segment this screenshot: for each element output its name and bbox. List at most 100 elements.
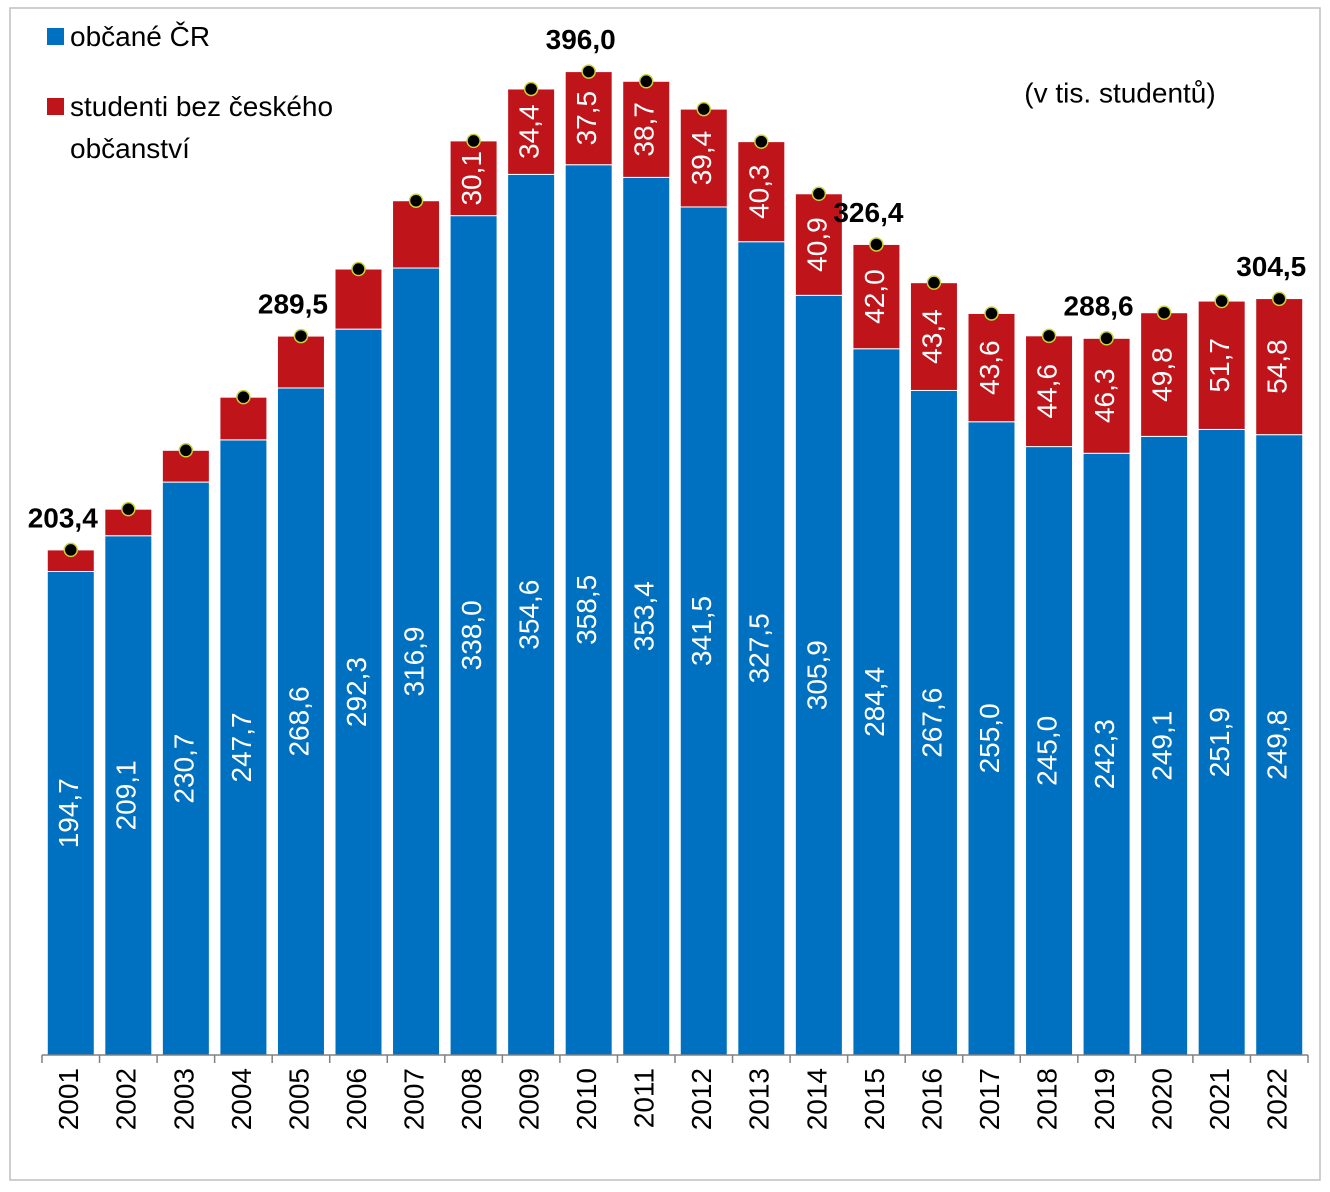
x-tick-label: 2004 <box>226 1068 257 1130</box>
legend-label: studenti bez českého občanství <box>70 91 334 164</box>
bar-segment <box>679 108 728 208</box>
bar-segment <box>967 421 1016 1056</box>
value-label: 40,3 <box>744 164 775 219</box>
bar-segment <box>564 71 613 166</box>
value-label: 338,0 <box>456 600 487 670</box>
value-label: 251,9 <box>1204 707 1235 777</box>
value-label: 268,6 <box>283 686 314 756</box>
value-label: 49,8 <box>1147 347 1178 402</box>
bar-segment <box>622 80 671 178</box>
value-label: 38,7 <box>629 102 660 157</box>
total-marker <box>754 134 769 149</box>
total-marker <box>581 64 596 79</box>
bar-segment <box>1255 434 1304 1056</box>
annotation: (v tis. studentů) <box>1024 77 1215 108</box>
value-label: 39,4 <box>686 131 717 186</box>
legend-swatch <box>47 98 64 115</box>
total-marker <box>869 237 884 252</box>
bar-segment <box>794 294 843 1056</box>
value-label: 42,0 <box>859 269 890 324</box>
total-label: 203,4 <box>28 502 98 533</box>
bar-segment <box>161 481 210 1056</box>
value-label: 43,4 <box>916 309 947 364</box>
bar-segment <box>449 140 498 217</box>
total-marker <box>1041 328 1057 344</box>
bar-segment <box>449 215 498 1056</box>
value-label: 44,6 <box>1031 364 1062 419</box>
total-marker <box>178 443 194 458</box>
value-label: 54,8 <box>1262 339 1293 394</box>
x-tick-label: 2018 <box>1031 1068 1062 1130</box>
bar-segment <box>852 348 901 1056</box>
bar-segment <box>679 206 728 1056</box>
bar-segment <box>392 200 441 269</box>
total-marker <box>1156 305 1172 320</box>
x-tick-label: 2001 <box>53 1068 84 1130</box>
bar-segment <box>564 164 613 1056</box>
bar-segment <box>794 193 843 296</box>
bar-segment <box>909 282 958 391</box>
total-marker <box>236 389 251 405</box>
value-label: 305,9 <box>801 640 832 710</box>
total-marker <box>293 328 309 344</box>
bar-segment <box>909 389 958 1056</box>
value-label: 40,9 <box>801 217 832 271</box>
value-label: 34,4 <box>514 104 545 159</box>
total-label: 288,6 <box>1064 291 1134 322</box>
bar-segment <box>392 267 441 1056</box>
value-label: 209,1 <box>111 760 142 830</box>
x-tick-label: 2012 <box>686 1068 717 1130</box>
bar-segment <box>334 268 383 330</box>
total-marker <box>466 133 481 149</box>
value-label: 242,3 <box>1089 719 1120 789</box>
x-tick-label: 2011 <box>629 1068 660 1128</box>
x-tick-label: 2015 <box>859 1068 890 1130</box>
value-label: 316,9 <box>398 626 429 696</box>
x-tick-label: 2010 <box>571 1068 602 1130</box>
x-tick-label: 2009 <box>514 1068 545 1130</box>
x-tick-label: 2014 <box>801 1068 832 1130</box>
x-tick-label: 2022 <box>1262 1068 1293 1130</box>
x-tick-label: 2007 <box>398 1068 429 1130</box>
value-label: 284,4 <box>859 667 890 737</box>
bar-segment <box>104 508 153 537</box>
bar-segment <box>737 141 786 243</box>
value-label: 353,4 <box>629 581 660 651</box>
value-label: 354,6 <box>514 580 545 650</box>
value-label: 51,7 <box>1204 338 1235 393</box>
x-tick-label: 2017 <box>974 1068 1005 1130</box>
value-label: 358,5 <box>571 575 602 645</box>
total-label: 396,0 <box>546 24 616 55</box>
bar-segment <box>1140 312 1189 437</box>
chart-frame <box>9 7 1321 1181</box>
total-marker <box>523 81 539 97</box>
total-marker <box>1099 331 1114 346</box>
value-label: 341,5 <box>686 596 717 666</box>
total-label: 289,5 <box>258 288 328 319</box>
value-label: 37,5 <box>571 91 602 146</box>
x-tick-label: 2016 <box>916 1068 947 1130</box>
total-label: 326,4 <box>833 197 903 228</box>
bar-segment <box>1140 435 1189 1056</box>
total-marker <box>811 186 827 202</box>
value-label: 255,0 <box>974 703 1005 773</box>
value-label: 292,3 <box>341 657 372 727</box>
legend-swatch <box>47 28 64 45</box>
total-marker <box>926 275 942 290</box>
x-tick-label: 2013 <box>744 1068 775 1130</box>
value-label: 267,6 <box>916 688 947 758</box>
x-tick-label: 2005 <box>283 1068 314 1130</box>
legend-label: občané ČR <box>70 21 211 52</box>
value-label: 327,5 <box>744 613 775 683</box>
bar-segment <box>276 335 325 389</box>
bar-segment <box>852 243 901 350</box>
total-marker <box>984 306 999 321</box>
value-label: 194,7 <box>53 778 84 848</box>
bar-segment <box>1255 298 1304 436</box>
x-tick-label: 2002 <box>111 1068 142 1130</box>
value-label: 30,1 <box>456 151 487 206</box>
value-label: 249,8 <box>1262 710 1293 780</box>
total-label: 304,5 <box>1236 251 1306 282</box>
